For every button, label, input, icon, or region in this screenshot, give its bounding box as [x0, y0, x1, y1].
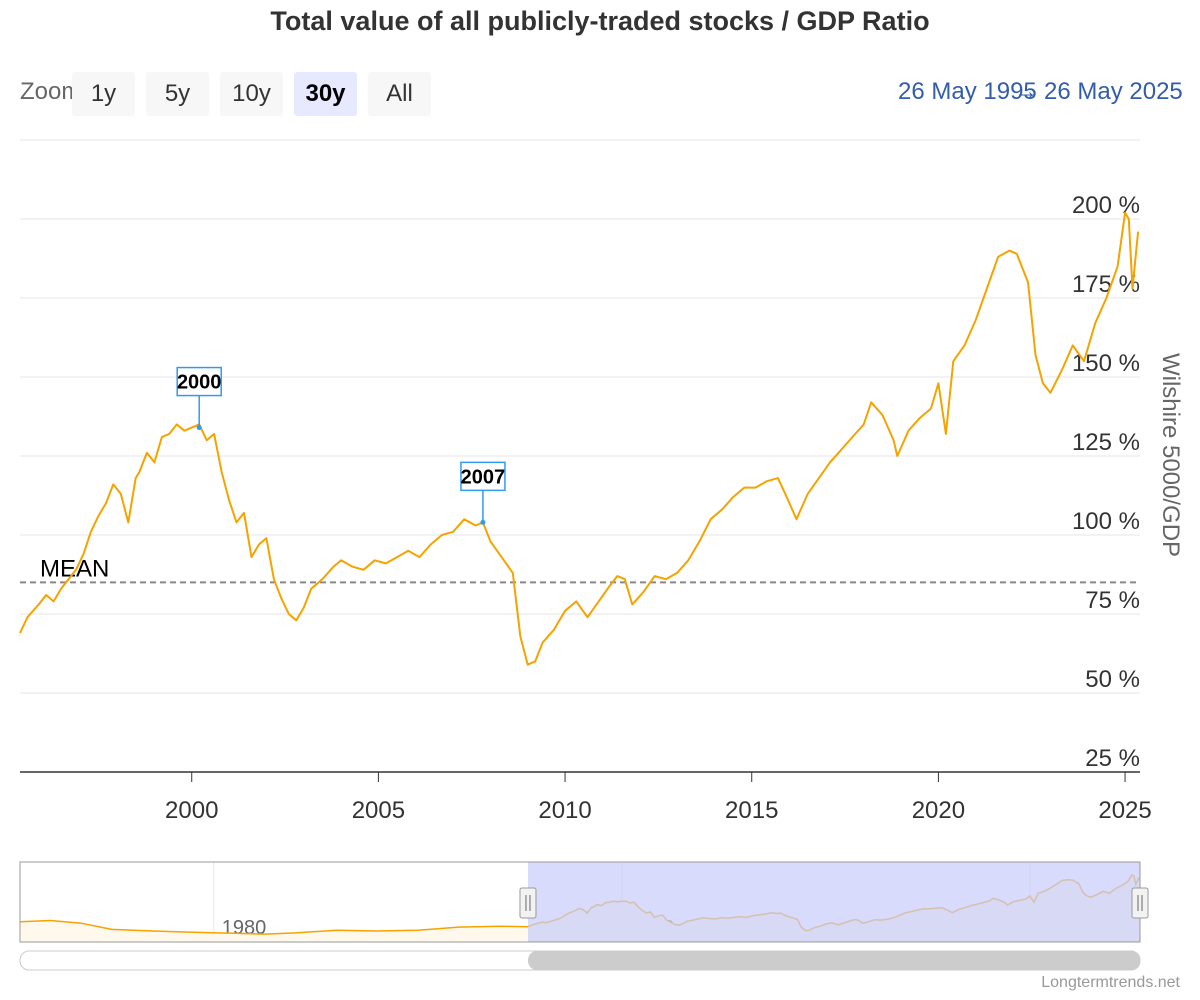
y-tick-label: 150 % — [1072, 350, 1140, 377]
y-tick-label: 25 % — [1085, 745, 1140, 772]
grid-lines — [20, 139, 1140, 694]
y-axis-label: Wilshire 5000/GDP — [1157, 353, 1184, 557]
x-tick-label: 2025 — [1098, 797, 1151, 824]
x-tick-label: 2010 — [538, 797, 591, 824]
zoom-10y-button[interactable]: 10y — [220, 72, 283, 116]
navigator-selection[interactable] — [527, 862, 1140, 942]
flags: 2000 2007 — [176, 366, 506, 525]
scrollbar-thumb[interactable] — [527, 951, 1140, 970]
flag-point — [480, 519, 486, 525]
navigator-handle-right[interactable] — [1131, 887, 1149, 919]
range-to-input[interactable]: 26 May 2025 — [1044, 78, 1183, 105]
x-tick-label: 2015 — [725, 797, 778, 824]
x-tick-label: 2000 — [165, 797, 218, 824]
x-tick-label: 2005 — [352, 797, 405, 824]
zoom-5y-button[interactable]: 5y — [146, 72, 209, 116]
x-tick-label: 2020 — [912, 797, 965, 824]
flag-point — [196, 425, 202, 431]
chart-title: Total value of all publicly-traded stock… — [270, 6, 930, 36]
y-tick-label: 50 % — [1085, 666, 1140, 693]
zoom-all-button[interactable]: All — [368, 72, 431, 116]
range-separator: → — [1014, 78, 1038, 105]
zoom-30y-button[interactable]: 30y — [294, 72, 357, 116]
y-tick-label: 100 % — [1072, 508, 1140, 535]
zoom-label: Zoom — [20, 78, 74, 105]
navigator-handle-left[interactable] — [519, 887, 537, 919]
y-tick-label: 125 % — [1072, 429, 1140, 456]
series-line-wilshire-gdp[interactable] — [19, 211, 1140, 666]
zoom-1y-button[interactable]: 1y — [72, 72, 135, 116]
y-tick-label: 75 % — [1085, 587, 1140, 614]
range-from-input[interactable]: 26 May 1995 — [898, 78, 1037, 105]
x-axis: 2000 2005 2010 2015 2020 2025 — [20, 771, 1152, 824]
flag-label: 2000 — [177, 372, 222, 394]
credit-link[interactable]: Longtermtrends.net — [1041, 974, 1180, 991]
flag-box[interactable] — [176, 366, 222, 397]
navigator[interactable]: 198020002020 — [19, 861, 1149, 971]
y-tick-label: 200 % — [1072, 192, 1140, 219]
y-tick-labels: 25 % 50 % 75 % 100 % 125 % 150 % 175 % 200 % — [1072, 192, 1140, 772]
mean-label: MEAN — [40, 555, 109, 582]
y-tick-label: 175 % — [1072, 271, 1140, 298]
flag-label: 2007 — [461, 466, 506, 488]
flag-box[interactable] — [460, 461, 506, 492]
